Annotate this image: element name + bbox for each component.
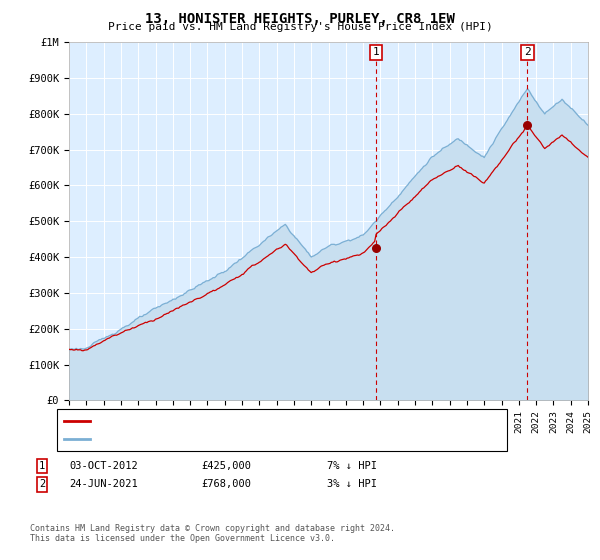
- Text: 13, HONISTER HEIGHTS, PURLEY, CR8 1EW (detached house): 13, HONISTER HEIGHTS, PURLEY, CR8 1EW (d…: [94, 416, 412, 426]
- Text: 7% ↓ HPI: 7% ↓ HPI: [327, 461, 377, 471]
- Text: 13, HONISTER HEIGHTS, PURLEY, CR8 1EW: 13, HONISTER HEIGHTS, PURLEY, CR8 1EW: [145, 12, 455, 26]
- Text: 3% ↓ HPI: 3% ↓ HPI: [327, 479, 377, 489]
- Text: 2: 2: [524, 48, 531, 57]
- Text: £768,000: £768,000: [201, 479, 251, 489]
- Text: £425,000: £425,000: [201, 461, 251, 471]
- Text: Contains HM Land Registry data © Crown copyright and database right 2024.
This d: Contains HM Land Registry data © Crown c…: [30, 524, 395, 543]
- Point: [523, 120, 532, 129]
- Point: [371, 244, 381, 253]
- Text: 1: 1: [373, 48, 379, 57]
- Text: 03-OCT-2012: 03-OCT-2012: [69, 461, 138, 471]
- Text: 1: 1: [39, 461, 45, 471]
- Text: 24-JUN-2021: 24-JUN-2021: [69, 479, 138, 489]
- Text: 2: 2: [39, 479, 45, 489]
- Text: Price paid vs. HM Land Registry's House Price Index (HPI): Price paid vs. HM Land Registry's House …: [107, 22, 493, 32]
- Text: HPI: Average price, detached house, Croydon: HPI: Average price, detached house, Croy…: [94, 434, 347, 444]
